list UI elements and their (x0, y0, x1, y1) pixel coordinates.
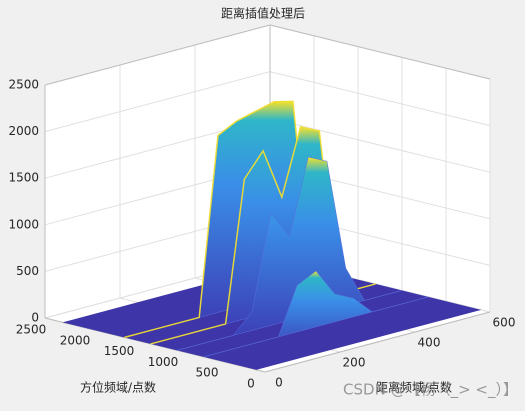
grid-line (269, 71, 491, 127)
chart-title: 距离插值处理后 (221, 6, 305, 21)
z-tick-label: 500 (16, 264, 39, 278)
x-tick-label: 600 (493, 316, 516, 330)
surface-ridge (203, 270, 429, 358)
axis-line (44, 24, 271, 86)
x-axis-label: 距离频域/点数 (376, 380, 452, 395)
y-tick-label: 500 (196, 366, 219, 380)
y-tick-label: 1000 (148, 355, 179, 369)
y-tick-label: 2000 (60, 333, 91, 347)
z-tick-label: 1500 (8, 171, 39, 185)
x-tick-label: 0 (275, 376, 283, 390)
grid-line (269, 117, 491, 173)
watermark: CSDN @【杨（_> <_）】 (343, 381, 518, 400)
y-tick-label: 1500 (104, 344, 135, 358)
z-tick-label: 0 (31, 311, 39, 325)
y-tick-label: 2500 (16, 323, 47, 337)
z-tick-label: 2500 (8, 78, 39, 92)
axis-line (269, 24, 491, 80)
z-tick-label: 1000 (8, 217, 39, 231)
y-axis-label: 方位频域/点数 (80, 380, 156, 395)
x-tick-label: 200 (343, 356, 366, 370)
z-tick-label: 2000 (8, 124, 39, 138)
axis-line (264, 311, 491, 373)
x-tick-label: 400 (418, 336, 441, 350)
y-tick-label: 0 (247, 377, 255, 391)
grid-line (44, 71, 271, 133)
